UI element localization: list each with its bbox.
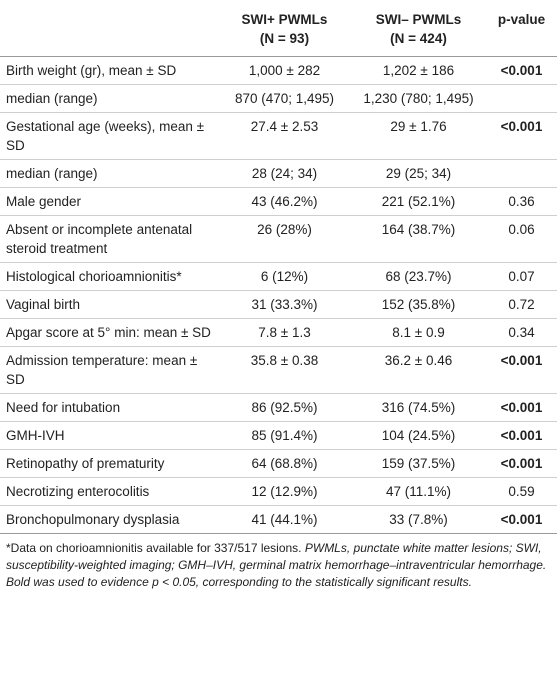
table-cell: 8.1 ± 0.9 bbox=[351, 318, 486, 347]
table-cell: 27.4 ± 2.53 bbox=[218, 112, 351, 160]
table-cell: <0.001 bbox=[486, 56, 557, 85]
table-row: Birth weight (gr), mean ± SD 1,000 ± 282 1… bbox=[0, 56, 557, 85]
table-cell: 6 (12%) bbox=[218, 262, 351, 291]
table-cell: <0.001 bbox=[486, 449, 557, 478]
row-label: Absent or incomplete antenatal steroid t… bbox=[0, 215, 218, 263]
row-label: median (range) bbox=[0, 159, 218, 188]
table-cell: <0.001 bbox=[486, 505, 557, 534]
row-label: Gestational age (weeks), mean ± SD bbox=[0, 112, 218, 160]
table-cell: 86 (92.5%) bbox=[218, 393, 351, 422]
table-row: Histological chorioamnionitis* 6 (12%) 68 … bbox=[0, 262, 557, 291]
table-row: GMH-IVH 85 (91.4%) 104 (24.5%) <0.001 bbox=[0, 421, 557, 450]
footnote: Bold was used to evidence p < 0.05, corr… bbox=[6, 575, 472, 589]
table-row: Admission temperature: mean ± SD 35.8 ± 0… bbox=[0, 346, 557, 394]
row-label: Bronchopulmonary dysplasia bbox=[0, 505, 218, 534]
header-cell: p-value bbox=[486, 0, 557, 57]
header-text: SWI+ PWMLs bbox=[241, 12, 328, 27]
table-row: Retinopathy of prematurity 64 (68.8%) 159 … bbox=[0, 449, 557, 478]
table-cell: 43 (46.2%) bbox=[218, 187, 351, 216]
row-label: Birth weight (gr), mean ± SD bbox=[0, 56, 218, 85]
table-cell: 0.34 bbox=[486, 318, 557, 347]
table-cell: 0.06 bbox=[486, 215, 557, 263]
table-cell: <0.001 bbox=[486, 393, 557, 422]
table-cell: <0.001 bbox=[486, 421, 557, 450]
header-cell: SWI+ PWMLs (N = 93) bbox=[218, 0, 351, 57]
table-cell: 47 (11.1%) bbox=[351, 477, 486, 506]
header-text: (N = 424) bbox=[390, 31, 447, 46]
table-cell: 68 (23.7%) bbox=[351, 262, 486, 291]
row-label: Apgar score at 5° min: mean ± SD bbox=[0, 318, 218, 347]
table-row: median (range) 870 (470; 1,495) 1,230 (780… bbox=[0, 84, 557, 113]
table-cell: 33 (7.8%) bbox=[351, 505, 486, 534]
row-label: Histological chorioamnionitis* bbox=[0, 262, 218, 291]
row-label: Male gender bbox=[0, 187, 218, 216]
table-cell: 164 (38.7%) bbox=[351, 215, 486, 263]
table-cell: 0.36 bbox=[486, 187, 557, 216]
table-cell: 0.07 bbox=[486, 262, 557, 291]
table-cell: 7.8 ± 1.3 bbox=[218, 318, 351, 347]
header-text: (N = 93) bbox=[259, 31, 310, 46]
footnote: PWMLs, punctate white matter lesions; SW… bbox=[6, 541, 547, 572]
table-cell: 31 (33.3%) bbox=[218, 290, 351, 319]
table-cell bbox=[486, 84, 557, 113]
table-cell: 870 (470; 1,495) bbox=[218, 84, 351, 113]
data-table: SWI+ PWMLs (N = 93) SWI– PWMLs (N = 424) p… bbox=[0, 0, 557, 534]
table-cell: 26 (28%) bbox=[218, 215, 351, 263]
table-cell: 41 (44.1%) bbox=[218, 505, 351, 534]
table-row: Vaginal birth 31 (33.3%) 152 (35.8%) 0.72 bbox=[0, 290, 557, 319]
footnote: *Data on chorioamnionitis available for … bbox=[6, 541, 302, 555]
row-label: Admission temperature: mean ± SD bbox=[0, 346, 218, 394]
table-row: Need for intubation 86 (92.5%) 316 (74.5%)… bbox=[0, 393, 557, 422]
table-cell: 85 (91.4%) bbox=[218, 421, 351, 450]
table-row: Male gender 43 (46.2%) 221 (52.1%) 0.36 bbox=[0, 187, 557, 216]
table-cell: 159 (37.5%) bbox=[351, 449, 486, 478]
header-row: SWI+ PWMLs (N = 93) SWI– PWMLs (N = 424) p… bbox=[0, 0, 557, 57]
table-cell: 29 (25; 34) bbox=[351, 159, 486, 188]
row-label: Need for intubation bbox=[0, 393, 218, 422]
row-label: Retinopathy of prematurity bbox=[0, 449, 218, 478]
header-cell bbox=[0, 0, 218, 57]
table-cell: <0.001 bbox=[486, 346, 557, 394]
row-label: GMH-IVH bbox=[0, 421, 218, 450]
table-cell: 36.2 ± 0.46 bbox=[351, 346, 486, 394]
table-cell: 104 (24.5%) bbox=[351, 421, 486, 450]
table-row: Absent or incomplete antenatal steroid t… bbox=[0, 215, 557, 263]
header-cell: SWI– PWMLs (N = 424) bbox=[351, 0, 486, 57]
table-row: Bronchopulmonary dysplasia 41 (44.1%) 33 (… bbox=[0, 505, 557, 534]
table-cell: 64 (68.8%) bbox=[218, 449, 351, 478]
table-cell: 28 (24; 34) bbox=[218, 159, 351, 188]
table-cell: 1,202 ± 186 bbox=[351, 56, 486, 85]
row-label: Necrotizing enterocolitis bbox=[0, 477, 218, 506]
table-body: Birth weight (gr), mean ± SD 1,000 ± 282 1… bbox=[0, 56, 557, 534]
table-cell: 1,000 ± 282 bbox=[218, 56, 351, 85]
row-label: median (range) bbox=[0, 84, 218, 113]
table-cell: 35.8 ± 0.38 bbox=[218, 346, 351, 394]
table-cell: 12 (12.9%) bbox=[218, 477, 351, 506]
table-cell: 0.59 bbox=[486, 477, 557, 506]
table-cell: 29 ± 1.76 bbox=[351, 112, 486, 160]
footnotes: *Data on chorioamnionitis available for … bbox=[0, 533, 557, 591]
table-cell: <0.001 bbox=[486, 112, 557, 160]
table-row: Gestational age (weeks), mean ± SD 27.4 ±… bbox=[0, 112, 557, 160]
table-cell bbox=[486, 159, 557, 188]
table-cell: 1,230 (780; 1,495) bbox=[351, 84, 486, 113]
table-row: Necrotizing enterocolitis 12 (12.9%) 47 (1… bbox=[0, 477, 557, 506]
table-cell: 152 (35.8%) bbox=[351, 290, 486, 319]
table-row: median (range) 28 (24; 34) 29 (25; 34) bbox=[0, 159, 557, 188]
row-label: Vaginal birth bbox=[0, 290, 218, 319]
header-text: p-value bbox=[497, 12, 546, 27]
table-cell: 0.72 bbox=[486, 290, 557, 319]
table-cell: 221 (52.1%) bbox=[351, 187, 486, 216]
header-text: SWI– PWMLs bbox=[375, 12, 462, 27]
table-row: Apgar score at 5° min: mean ± SD 7.8 ± 1.… bbox=[0, 318, 557, 347]
table-cell: 316 (74.5%) bbox=[351, 393, 486, 422]
